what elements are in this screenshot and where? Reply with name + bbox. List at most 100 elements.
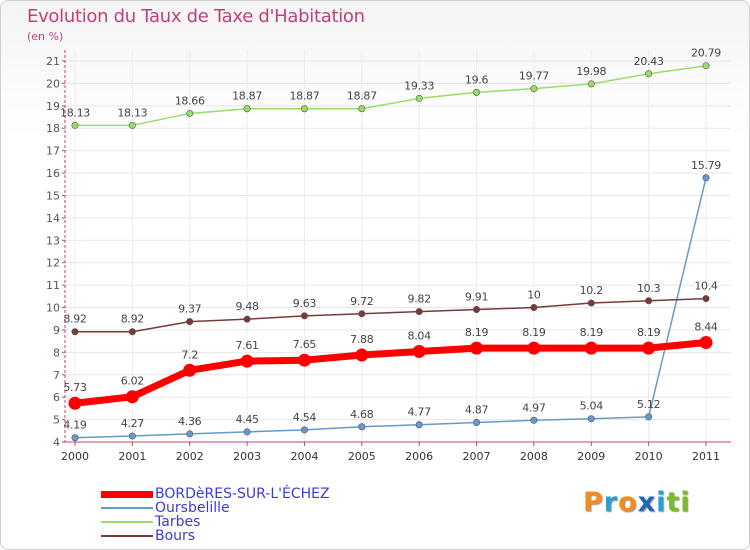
y-tick-label: 10 (46, 302, 60, 315)
data-point (415, 421, 423, 429)
y-tick-label: 16 (46, 167, 60, 180)
y-tick-label: 21 (46, 55, 60, 68)
y-tick-label: 13 (46, 234, 60, 247)
data-label: 19.33 (404, 79, 434, 92)
data-label: 9.63 (293, 297, 317, 310)
data-label: 9.48 (235, 300, 259, 313)
x-tick-label: 2003 (233, 450, 261, 463)
data-label: 10.4 (694, 280, 718, 293)
y-tick-label: 5 (53, 414, 60, 427)
data-point (702, 62, 710, 70)
legend-item: Tarbes (101, 514, 330, 530)
x-tick-label: 2008 (520, 450, 548, 463)
data-point (125, 390, 139, 404)
data-label: 19.6 (465, 73, 489, 86)
legend-label: BORDèRES-SUR-L'ÉCHEZ (155, 486, 330, 502)
data-point (473, 88, 481, 96)
x-tick-label: 2006 (405, 450, 433, 463)
legend-swatch (101, 507, 153, 509)
y-tick-label: 6 (53, 391, 60, 404)
y-tick-label: 7 (53, 369, 60, 382)
x-tick-label: 2010 (635, 450, 663, 463)
x-tick-label: 2005 (348, 450, 376, 463)
y-tick-label: 19 (46, 100, 60, 113)
data-point (183, 363, 197, 377)
data-point (71, 434, 79, 442)
y-tick-label: 20 (46, 77, 60, 90)
data-point (128, 328, 136, 336)
data-label: 4.54 (293, 411, 317, 424)
data-label: 8.92 (63, 313, 86, 326)
data-point (243, 105, 251, 113)
data-label: 18.87 (232, 90, 262, 103)
data-point (473, 419, 481, 427)
data-point (300, 312, 308, 320)
data-point (527, 341, 541, 355)
x-tick-label: 2004 (290, 450, 318, 463)
data-label: 8.44 (694, 320, 718, 333)
logo-letter: i (656, 487, 667, 518)
legend-item: Bours (101, 528, 330, 544)
data-label: 5.04 (580, 400, 604, 413)
data-point (702, 174, 710, 182)
legend-label: Bours (155, 528, 196, 544)
x-tick-label: 2001 (118, 450, 146, 463)
logo-letter: i (680, 487, 691, 518)
data-point (415, 308, 423, 316)
data-point (530, 304, 538, 312)
data-point (240, 354, 254, 368)
data-label: 8.04 (408, 329, 432, 342)
data-point (358, 310, 366, 318)
data-point (300, 105, 308, 113)
data-label: 9.72 (350, 295, 373, 308)
data-label: 7.65 (293, 338, 317, 351)
data-label: 4.27 (121, 417, 145, 430)
data-label: 6.02 (121, 375, 144, 388)
data-point (186, 430, 194, 438)
x-tick-label: 2002 (176, 450, 204, 463)
logo-letter: P (583, 487, 604, 518)
data-label: 8.19 (637, 326, 661, 339)
data-point (415, 94, 423, 102)
y-tick-label: 12 (46, 257, 60, 270)
data-point (186, 109, 194, 117)
x-tick-label: 2007 (463, 450, 491, 463)
data-point (297, 353, 311, 367)
data-label: 10.3 (637, 282, 661, 295)
proxiti-logo: Proxiti (583, 487, 691, 518)
legend-swatch (101, 521, 153, 523)
data-label: 18.13 (117, 106, 147, 119)
data-point (473, 306, 481, 314)
y-tick-label: 4 (53, 436, 60, 449)
legend-item: BORDèRES-SUR-L'ÉCHEZ (101, 486, 330, 502)
data-point (358, 423, 366, 431)
data-point (300, 426, 308, 434)
data-label: 20.43 (634, 55, 664, 68)
data-label: 4.77 (408, 406, 432, 419)
data-label: 4.68 (350, 408, 374, 421)
legend-swatch (101, 490, 153, 498)
data-label: 19.98 (576, 65, 606, 78)
data-point (68, 396, 82, 410)
data-label: 5.73 (63, 381, 87, 394)
logo-letter: r (603, 487, 619, 518)
logo-letter: t (666, 487, 681, 518)
data-point (243, 315, 251, 323)
data-label: 7.61 (235, 339, 258, 352)
y-tick-label: 15 (46, 189, 60, 202)
data-point (243, 428, 251, 436)
data-label: 4.87 (465, 404, 489, 417)
data-label: 9.91 (465, 291, 488, 304)
data-label: 4.97 (522, 401, 546, 414)
data-label: 8.92 (121, 313, 144, 326)
data-label: 7.88 (350, 333, 374, 346)
y-tick-label: 11 (46, 279, 60, 292)
data-point (587, 299, 595, 307)
chart-legend: BORDèRES-SUR-L'ÉCHEZ Oursbelille Tarbes Bou… (101, 486, 330, 544)
data-label: 18.87 (347, 90, 377, 103)
data-label: 4.19 (63, 419, 87, 432)
data-label: 19.77 (519, 70, 549, 83)
chart-title: Evolution du Taux de Taxe d'Habitation (27, 6, 365, 27)
